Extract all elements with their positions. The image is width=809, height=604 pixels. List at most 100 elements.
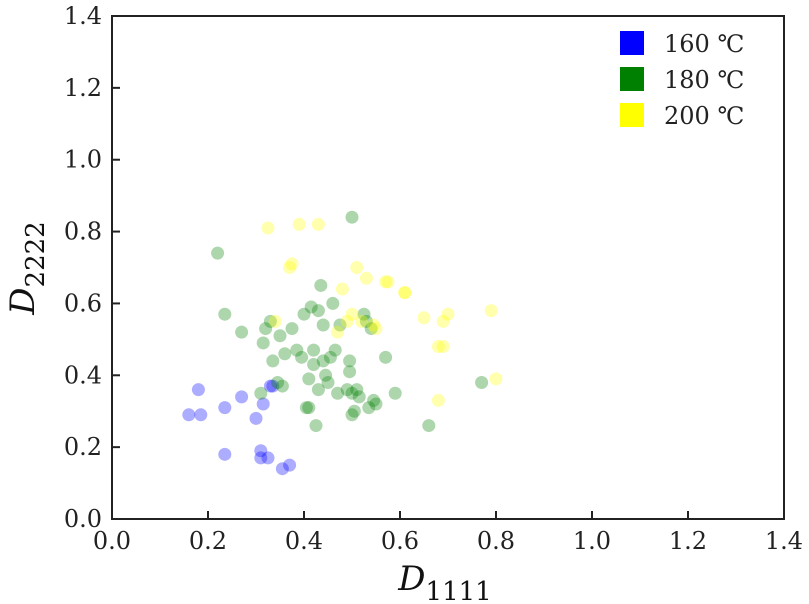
scatter-point [345, 210, 359, 224]
x-tick-label: 0.4 [285, 527, 323, 555]
y-tick-label: 0.0 [64, 505, 102, 533]
y-tick-label: 1.0 [64, 146, 102, 174]
scatter-point [302, 372, 316, 386]
legend-swatch [620, 103, 644, 127]
scatter-point [436, 314, 450, 328]
scatter-point [362, 401, 376, 415]
scatter-point [285, 322, 299, 336]
scatter-point [359, 271, 373, 285]
y-tick-label: 1.4 [64, 2, 102, 30]
scatter-point [261, 221, 275, 235]
scatter-point [295, 350, 309, 364]
scatter-point [278, 347, 292, 361]
x-tick-label: 0.0 [93, 527, 131, 555]
y-tick-label: 1.2 [64, 74, 102, 102]
scatter-point [475, 375, 489, 389]
scatter-point [273, 329, 287, 343]
scatter-point [235, 390, 249, 404]
scatter-point [309, 419, 323, 433]
scatter-point [323, 350, 337, 364]
scatter-point [285, 257, 299, 271]
legend-swatch [620, 31, 644, 55]
scatter-point [441, 307, 455, 321]
scatter-point [345, 408, 359, 422]
data-points [182, 210, 503, 476]
scatter-point [254, 386, 268, 400]
scatter-point [422, 419, 436, 433]
scatter-point [311, 383, 325, 397]
scatter-point [263, 314, 277, 328]
scatter-point [299, 401, 313, 415]
scatter-point [256, 336, 270, 350]
scatter-point [369, 322, 383, 336]
scatter-point [343, 365, 357, 379]
scatter-point [331, 325, 345, 339]
scatter-point [343, 354, 357, 368]
scatter-point [350, 383, 364, 397]
legend-label: 200 ℃ [664, 102, 744, 130]
scatter-point [314, 278, 328, 292]
scatter-point [431, 393, 445, 407]
x-tick-label: 0.6 [381, 527, 419, 555]
series-group [261, 217, 503, 407]
scatter-point [218, 401, 232, 415]
scatter-point [266, 379, 280, 393]
x-axis-label-sub: 1111 [426, 577, 492, 604]
scatter-point [319, 368, 333, 382]
scatter-point [350, 261, 364, 274]
scatter-point [321, 375, 335, 389]
scatter-point [388, 386, 402, 400]
x-tick-label: 1.4 [765, 527, 803, 555]
scatter-point [297, 307, 311, 321]
x-axis-label-main: D [397, 559, 425, 599]
scatter-point [398, 286, 412, 300]
scatter-point [290, 343, 304, 357]
scatter-point [283, 261, 297, 274]
y-tick-label: 0.4 [64, 361, 102, 389]
scatter-point [359, 314, 373, 328]
scatter-point [340, 383, 354, 397]
scatter-point [182, 408, 196, 422]
scatter-point [307, 358, 321, 372]
scatter-point [340, 314, 354, 328]
scatter-point [254, 444, 268, 458]
scatter-point [379, 350, 393, 364]
scatter-point [352, 390, 366, 404]
scatter-point [259, 322, 273, 336]
x-axis-label: D1111 [397, 559, 491, 604]
scatter-point [311, 217, 325, 231]
scatter-point [381, 275, 395, 289]
y-tick-label: 0.8 [64, 218, 102, 246]
scatter-point [211, 246, 225, 260]
scatter-point [345, 386, 359, 400]
scatter-point [489, 372, 503, 386]
scatter-point [357, 307, 371, 321]
series-group [211, 210, 489, 433]
x-tick-labels: 0.0 0.2 0.4 0.6 0.8 1.0 1.2 1.4 [93, 527, 803, 555]
scatter-point [364, 322, 378, 336]
y-tick-label: 0.2 [64, 433, 102, 461]
scatter-point [316, 318, 330, 332]
scatter-point [271, 375, 285, 389]
scatter-point [347, 404, 361, 418]
scatter-point [268, 314, 282, 328]
x-tick-label: 0.8 [477, 527, 515, 555]
scatter-point [254, 451, 268, 465]
scatter-point [345, 307, 359, 321]
scatter-point [283, 458, 297, 472]
y-axis-label: D2222 [3, 221, 51, 315]
scatter-point [484, 304, 498, 318]
axis-ticks [111, 15, 785, 520]
scatter-point [304, 300, 318, 314]
scatter-point [263, 379, 277, 393]
scatter-point [379, 275, 393, 289]
scatter-point [249, 411, 263, 425]
scatter-point [316, 354, 330, 368]
legend-swatch [620, 67, 644, 91]
legend: 160 ℃ 180 ℃ 200 ℃ [620, 30, 744, 130]
scatter-point [328, 343, 342, 357]
y-axis-label-main: D [3, 287, 43, 315]
scatter-point [333, 318, 347, 332]
plot-area-frame [111, 15, 785, 520]
series-group [182, 379, 297, 476]
